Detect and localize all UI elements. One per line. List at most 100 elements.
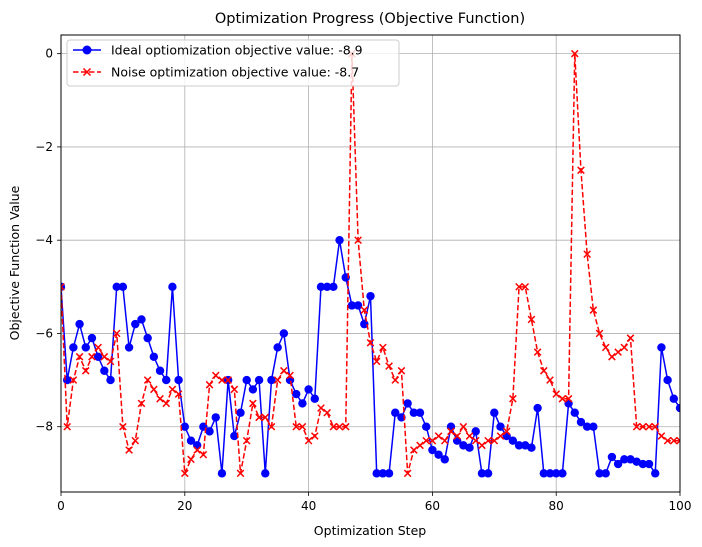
data-point	[459, 422, 468, 431]
data-point	[131, 436, 140, 445]
data-point	[162, 375, 171, 385]
data-point	[93, 352, 103, 361]
data-point	[645, 422, 653, 431]
data-point	[186, 436, 196, 445]
data-point	[218, 376, 226, 384]
data-point	[155, 366, 165, 375]
data-point	[539, 469, 549, 478]
data-point	[279, 329, 289, 338]
data-point	[187, 455, 195, 464]
data-point	[434, 450, 443, 459]
data-point	[118, 282, 128, 292]
data-point	[149, 352, 159, 361]
data-point	[180, 422, 189, 431]
data-point	[347, 301, 357, 310]
data-point	[576, 417, 586, 427]
data-point	[75, 352, 84, 361]
data-point	[527, 315, 536, 324]
data-point	[267, 375, 276, 385]
data-point	[484, 436, 492, 445]
data-point	[490, 436, 499, 445]
data-point	[422, 422, 431, 431]
data-point	[415, 408, 425, 417]
data-point	[360, 319, 369, 329]
data-point	[545, 469, 555, 478]
data-point	[125, 446, 133, 454]
data-point	[236, 408, 245, 417]
data-point	[434, 432, 443, 440]
legend-marker-ideal	[82, 45, 92, 55]
data-point	[558, 469, 567, 478]
data-point	[168, 282, 177, 292]
data-point	[224, 376, 232, 384]
data-point	[620, 343, 629, 352]
data-point	[143, 333, 152, 343]
data-point	[150, 385, 158, 394]
data-point	[267, 422, 276, 431]
data-point	[514, 441, 524, 450]
data-point	[205, 427, 214, 436]
series-layer	[61, 49, 680, 478]
data-point	[626, 334, 635, 342]
data-point	[131, 319, 140, 329]
data-point	[61, 282, 65, 291]
data-point	[372, 357, 381, 366]
data-point	[81, 366, 90, 375]
data-point	[651, 422, 660, 431]
data-point	[614, 348, 622, 356]
data-point	[366, 338, 375, 347]
data-point	[477, 469, 487, 478]
data-point	[397, 366, 406, 375]
data-point	[94, 343, 102, 352]
data-point	[558, 394, 567, 403]
data-point	[273, 343, 282, 352]
data-point	[465, 443, 474, 452]
legend-box	[66, 39, 400, 87]
data-point	[496, 432, 505, 440]
data-point	[409, 408, 419, 417]
data-point	[595, 469, 604, 478]
data-point	[446, 422, 456, 431]
data-point	[416, 441, 424, 450]
data-point	[403, 399, 412, 408]
data-point	[137, 399, 146, 408]
data-point	[341, 422, 350, 431]
data-point	[261, 413, 270, 422]
data-point	[608, 352, 616, 361]
data-point	[533, 403, 542, 413]
data-point	[428, 445, 437, 455]
data-point	[632, 422, 641, 431]
data-point	[651, 469, 660, 478]
data-point	[638, 459, 648, 469]
data-point	[515, 282, 523, 291]
data-point	[124, 343, 134, 352]
data-point	[211, 371, 220, 380]
data-point	[69, 343, 78, 352]
y-tick-label: −6	[35, 326, 53, 340]
data-point	[88, 352, 96, 361]
data-point	[533, 348, 542, 356]
data-point	[261, 469, 270, 478]
data-point	[106, 357, 115, 366]
data-point	[577, 166, 585, 175]
data-point	[409, 446, 418, 454]
data-point	[372, 469, 381, 478]
data-point	[601, 469, 610, 478]
data-point	[607, 452, 617, 462]
data-point	[539, 366, 548, 375]
data-point	[676, 436, 680, 445]
data-point	[286, 371, 294, 380]
data-point	[137, 315, 146, 324]
data-point	[254, 375, 264, 385]
data-point	[192, 441, 202, 450]
plot-frame	[60, 34, 681, 493]
legend-label-ideal: Ideal optiomization objective value: -8.…	[111, 43, 363, 58]
data-point	[329, 282, 338, 292]
data-point	[335, 235, 344, 245]
data-point	[663, 436, 672, 445]
data-point	[156, 394, 164, 403]
data-point	[379, 343, 387, 352]
data-point	[310, 394, 319, 403]
data-point	[112, 329, 121, 338]
data-point	[440, 455, 449, 464]
